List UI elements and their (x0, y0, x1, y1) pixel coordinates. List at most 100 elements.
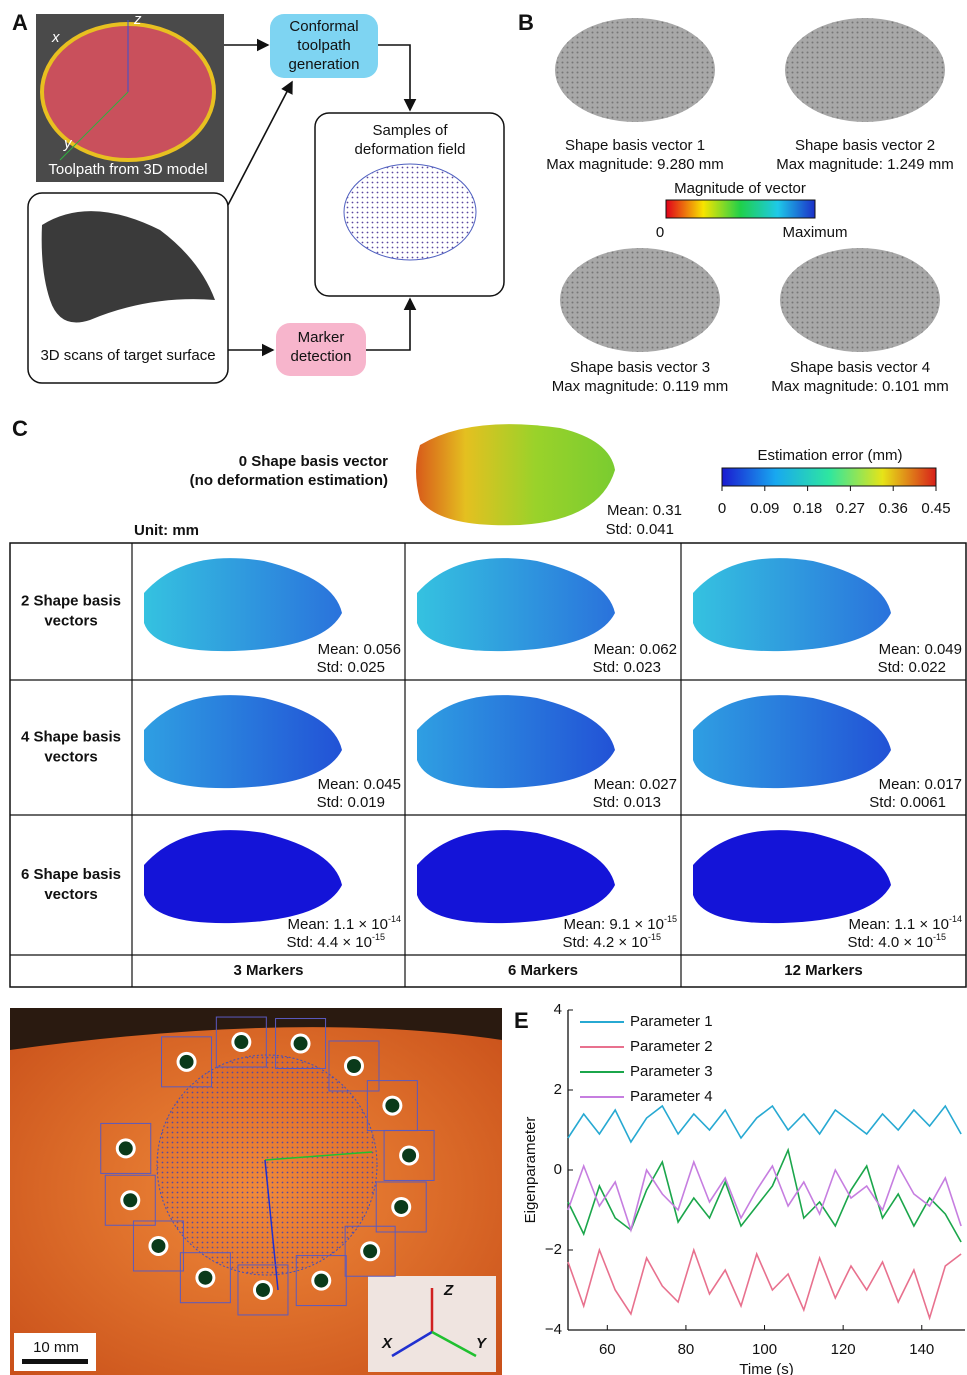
stat-part: Mean: 0.062 (594, 641, 677, 658)
error-map (144, 830, 342, 923)
error-map (417, 558, 615, 651)
stat: Std: 0.041 (606, 521, 674, 538)
stat-part: Std: 4.0 × 10 (848, 934, 933, 951)
stat-part: -15 (372, 932, 385, 942)
x-tick-label: 100 (752, 1341, 777, 1358)
sample-field (157, 1055, 377, 1275)
scale-label: 10 mm (33, 1339, 79, 1356)
series-line (568, 1106, 961, 1142)
error-map (144, 695, 342, 788)
stat-part: Std: 4.2 × 10 (563, 934, 648, 951)
panel-d: 10 mm Z X Y (10, 1008, 502, 1375)
stat-part: -15 (933, 932, 946, 942)
marker-core (314, 1274, 328, 1288)
panel-b: Magnitude of vector 0 Maximum Shape basi… (546, 18, 954, 395)
stat: Mean: 0.062 (594, 641, 677, 658)
figure: A B C D E x y z Toolpath from 3D model 3… (0, 0, 967, 1375)
x-tick-label: 60 (599, 1341, 616, 1358)
stat-part: Std: 0.025 (317, 659, 385, 676)
box-text: detection (291, 348, 352, 365)
stat-part: -14 (949, 914, 962, 924)
series-line (568, 1250, 961, 1318)
legend-label: Parameter 2 (630, 1038, 713, 1055)
panel-label: A (12, 10, 28, 35)
arrow (228, 82, 292, 205)
vector-name: Shape basis vector 2 (795, 137, 935, 154)
box-text: generation (289, 56, 360, 73)
legend-label: Parameter 3 (630, 1063, 713, 1080)
row-label: 6 Shape basis (21, 866, 121, 883)
unit-label: Unit: mm (134, 522, 199, 539)
marker-core (151, 1239, 165, 1253)
stat-part: Mean: 0.027 (594, 776, 677, 793)
marker-core (402, 1148, 416, 1162)
colorbar-tick-label: 0.36 (879, 500, 908, 517)
stat-part: Std: 0.013 (593, 794, 661, 811)
y-tick-label: 2 (554, 1081, 562, 1098)
arrow (378, 45, 410, 110)
caption: 3D scans of target surface (40, 347, 215, 364)
stat: Mean: 0.056 (318, 641, 401, 658)
box-text: Marker (298, 329, 345, 346)
colorbar-tick-label: 0 (718, 500, 726, 517)
axis-label: z (133, 11, 142, 28)
stat-part: Std: 0.019 (317, 794, 385, 811)
vector-max: Max magnitude: 9.280 mm (546, 156, 724, 173)
stat: Std: 0.013 (593, 794, 661, 811)
axis-label: X (381, 1335, 393, 1352)
row-label: vectors (44, 886, 97, 903)
legend-label: Parameter 1 (630, 1013, 713, 1030)
stat-part: -15 (664, 914, 677, 924)
y-axis-title: Eigenparameter (522, 1117, 539, 1224)
box-text: Samples of (372, 122, 448, 139)
vector-max: Max magnitude: 1.249 mm (776, 156, 954, 173)
marker-core (363, 1244, 377, 1258)
column-label: 3 Markers (233, 962, 303, 979)
stat: Mean: 0.017 (879, 776, 962, 793)
stat: Mean: 1.1 × 10-14 (287, 914, 401, 933)
stat-part: Mean: 0.017 (879, 776, 962, 793)
x-tick-label: 120 (831, 1341, 856, 1358)
vector-name: Shape basis vector 1 (565, 137, 705, 154)
shape-dots (780, 248, 940, 352)
stat-part: Mean: 1.1 × 10 (287, 916, 388, 933)
x-tick-label: 140 (909, 1341, 934, 1358)
stat: Mean: 1.1 × 10-14 (848, 914, 962, 933)
marker-core (119, 1141, 133, 1155)
stat: Mean: 9.1 × 10-15 (563, 914, 677, 933)
error-map (693, 558, 891, 651)
stat: Std: 0.022 (878, 659, 946, 676)
stat-part: Mean: 1.1 × 10 (848, 916, 949, 933)
stat-part: Std: 4.4 × 10 (287, 934, 372, 951)
shape-dots (560, 248, 720, 352)
scale-bar (22, 1359, 88, 1364)
stat-part: Mean: 0.045 (318, 776, 401, 793)
x-axis-title: Time (s) (739, 1361, 793, 1375)
legend-label: Parameter 4 (630, 1088, 713, 1105)
colorbar-label: 0 (656, 224, 664, 241)
marker-core (347, 1059, 361, 1073)
stat: Std: 0.025 (317, 659, 385, 676)
colorbar-title: Estimation error (mm) (757, 447, 902, 464)
colorbar (722, 468, 936, 486)
marker-core (256, 1283, 270, 1297)
row-label: 4 Shape basis (21, 728, 121, 745)
error-map (693, 695, 891, 788)
vector-name: Shape basis vector 3 (570, 359, 710, 376)
error-map (693, 830, 891, 923)
stat: Std: 4.4 × 10-15 (287, 932, 386, 951)
y-tick-label: −2 (545, 1241, 562, 1258)
stat-part: -14 (388, 914, 401, 924)
marker-core (294, 1037, 308, 1051)
arrow (366, 299, 410, 350)
error-map (417, 830, 615, 923)
vector-max: Max magnitude: 0.119 mm (552, 378, 728, 395)
stat: Mean: 0.027 (594, 776, 677, 793)
series-line (568, 1150, 961, 1242)
sample-field (344, 164, 476, 260)
colorbar-tick-label: 0.18 (793, 500, 822, 517)
vector-name: Shape basis vector 4 (790, 359, 930, 376)
caption: Toolpath from 3D model (48, 161, 207, 178)
colorbar-tick-label: 0.27 (836, 500, 865, 517)
shape-dots (785, 18, 945, 122)
